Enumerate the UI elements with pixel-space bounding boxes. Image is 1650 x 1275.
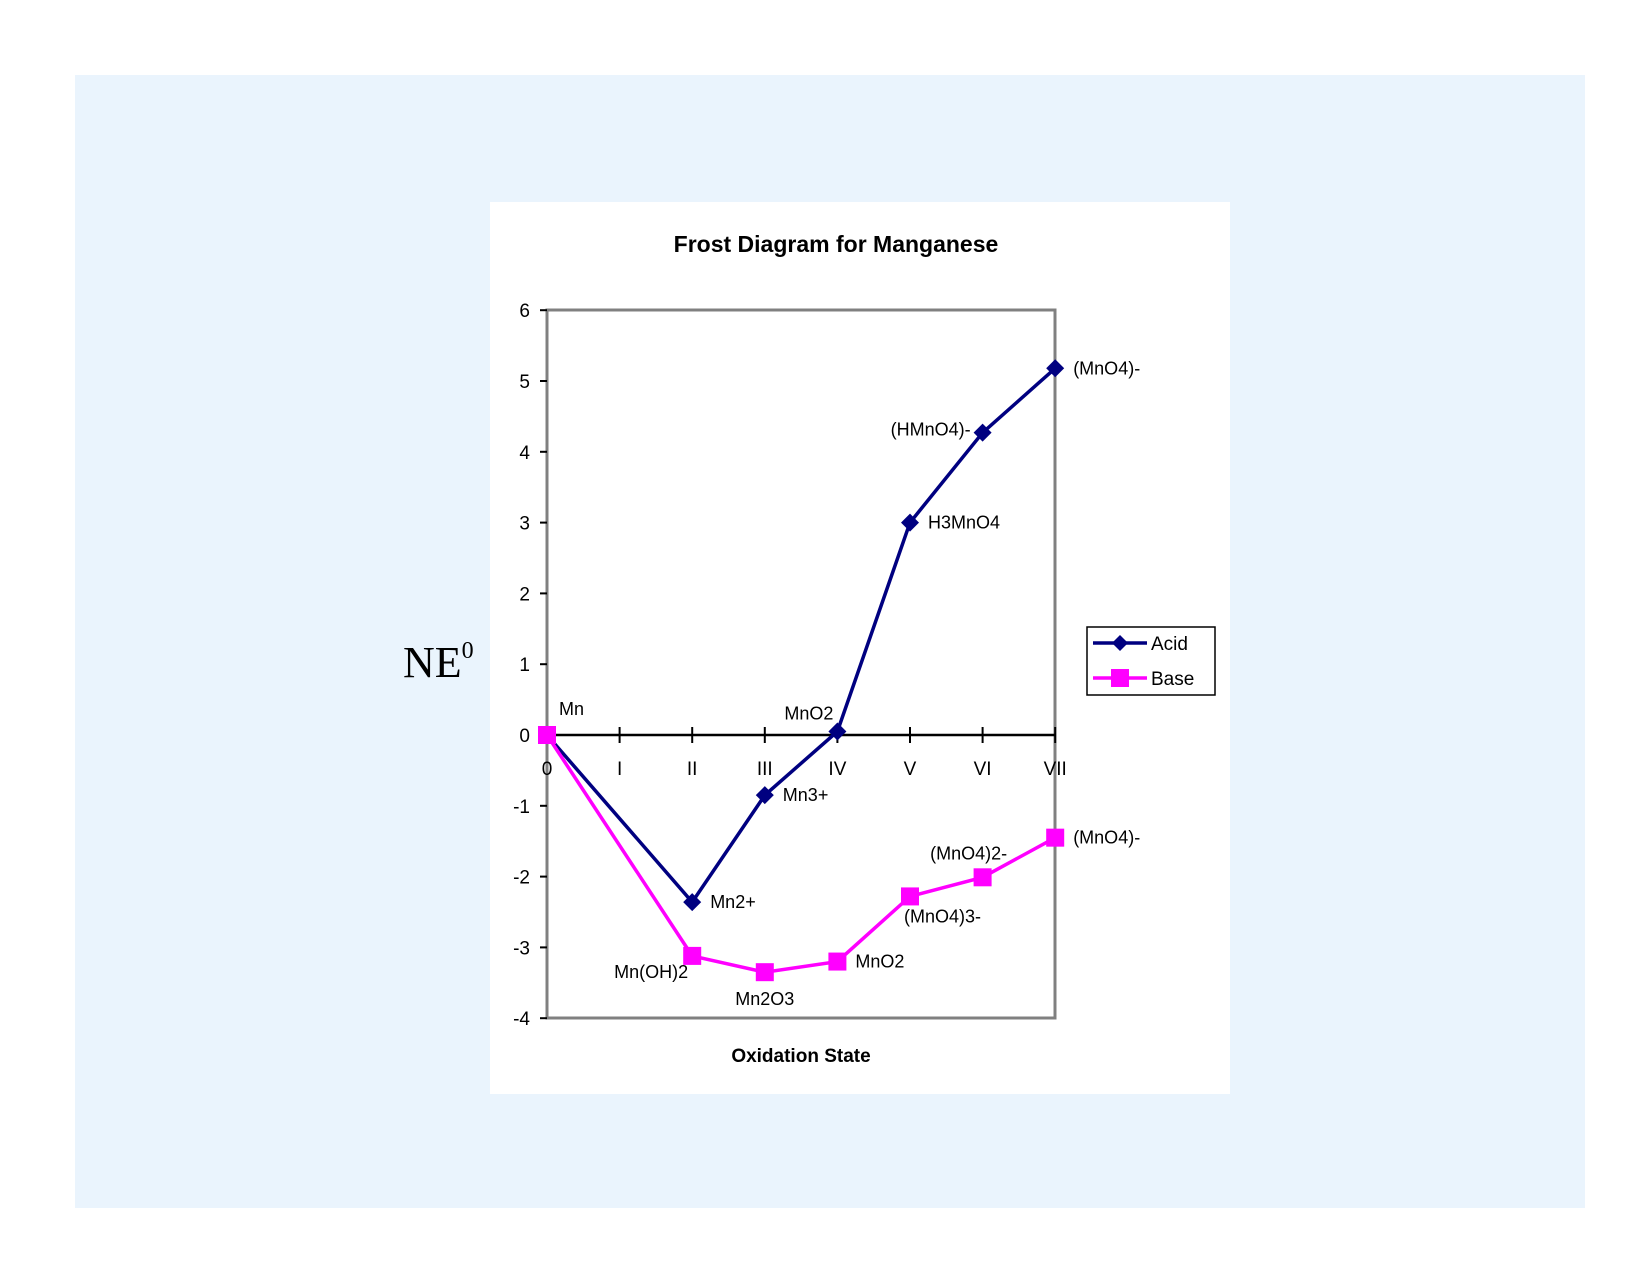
data-label: (MnO4)3- bbox=[904, 906, 981, 926]
legend: Acid Base bbox=[1086, 626, 1216, 696]
data-point-acid bbox=[901, 513, 919, 532]
data-label: (MnO4)- bbox=[1073, 828, 1140, 848]
data-label: (MnO4)- bbox=[1073, 358, 1140, 378]
point-labels: Mn Mn2+ Mn3+ MnO2 H3MnO4 (HMnO4)- (MnO4)- Mn(OH… bbox=[559, 358, 1140, 1009]
data-point-base bbox=[828, 952, 847, 971]
legend-box bbox=[1086, 626, 1216, 696]
y-tick-label: 3 bbox=[519, 514, 530, 535]
x-axis: 0 I II III IV V VI VII bbox=[542, 727, 1067, 780]
series-layer bbox=[538, 359, 1065, 982]
data-point-base bbox=[755, 963, 774, 982]
data-point-base bbox=[538, 726, 556, 744]
data-label: MnO2 bbox=[855, 952, 904, 972]
data-point-acid bbox=[973, 423, 992, 442]
x-tick-label: III bbox=[757, 759, 773, 780]
legend-marker-acid bbox=[1112, 635, 1128, 651]
data-point-acid bbox=[683, 893, 702, 912]
legend-label-acid: Acid bbox=[1151, 634, 1188, 655]
data-point-base bbox=[683, 946, 702, 965]
x-tick-label: VII bbox=[1044, 759, 1067, 780]
data-label: Mn3+ bbox=[783, 785, 829, 805]
chart-title: Frost Diagram for Manganese bbox=[674, 231, 999, 257]
data-label: H3MnO4 bbox=[928, 513, 1000, 533]
data-point-acid bbox=[1046, 359, 1065, 378]
data-point-acid bbox=[828, 722, 847, 741]
data-point-base bbox=[901, 887, 919, 906]
x-tick-label: II bbox=[687, 759, 698, 780]
data-point-acid bbox=[755, 786, 774, 805]
y-tick-label: 5 bbox=[519, 372, 530, 393]
y-tick-label: 4 bbox=[519, 443, 530, 464]
y-tick-label: -1 bbox=[513, 797, 530, 818]
data-point-base bbox=[973, 868, 992, 887]
y-tick-label: 0 bbox=[519, 726, 530, 747]
data-label: MnO2 bbox=[784, 703, 833, 723]
data-label: (MnO4)2- bbox=[930, 843, 1007, 863]
y-tick-label: -4 bbox=[513, 1009, 530, 1030]
y-axis-label-superscript: 0 bbox=[461, 638, 474, 664]
data-label: Mn2+ bbox=[710, 892, 756, 912]
y-tick-label: 2 bbox=[519, 584, 530, 605]
x-tick-label: I bbox=[617, 759, 622, 780]
y-tick-label: -3 bbox=[513, 938, 530, 959]
x-tick-label: IV bbox=[828, 759, 846, 780]
y-axis: 6 5 4 3 2 1 0 -1 -2 -3 -4 bbox=[513, 301, 547, 1030]
data-label: Mn(OH)2 bbox=[614, 962, 688, 982]
y-tick-label: 1 bbox=[519, 655, 530, 676]
data-point-base bbox=[1046, 828, 1065, 847]
data-label: Mn2O3 bbox=[735, 989, 794, 1009]
series-line-acid bbox=[545, 366, 1057, 905]
x-axis-label: Oxidation State bbox=[731, 1046, 870, 1067]
y-tick-label: -2 bbox=[513, 868, 530, 889]
y-axis-label-text: NE bbox=[403, 638, 462, 687]
legend-label-base: Base bbox=[1151, 669, 1194, 690]
x-tick-label: V bbox=[904, 759, 917, 780]
x-tick-label: 0 bbox=[542, 759, 553, 780]
data-label: (HMnO4)- bbox=[891, 420, 971, 440]
data-label: Mn bbox=[559, 699, 584, 719]
y-tick-label: 6 bbox=[519, 301, 530, 322]
legend-marker-base bbox=[1111, 669, 1129, 687]
x-tick-label: VI bbox=[974, 759, 992, 780]
y-axis-label: NE0 bbox=[403, 638, 474, 687]
